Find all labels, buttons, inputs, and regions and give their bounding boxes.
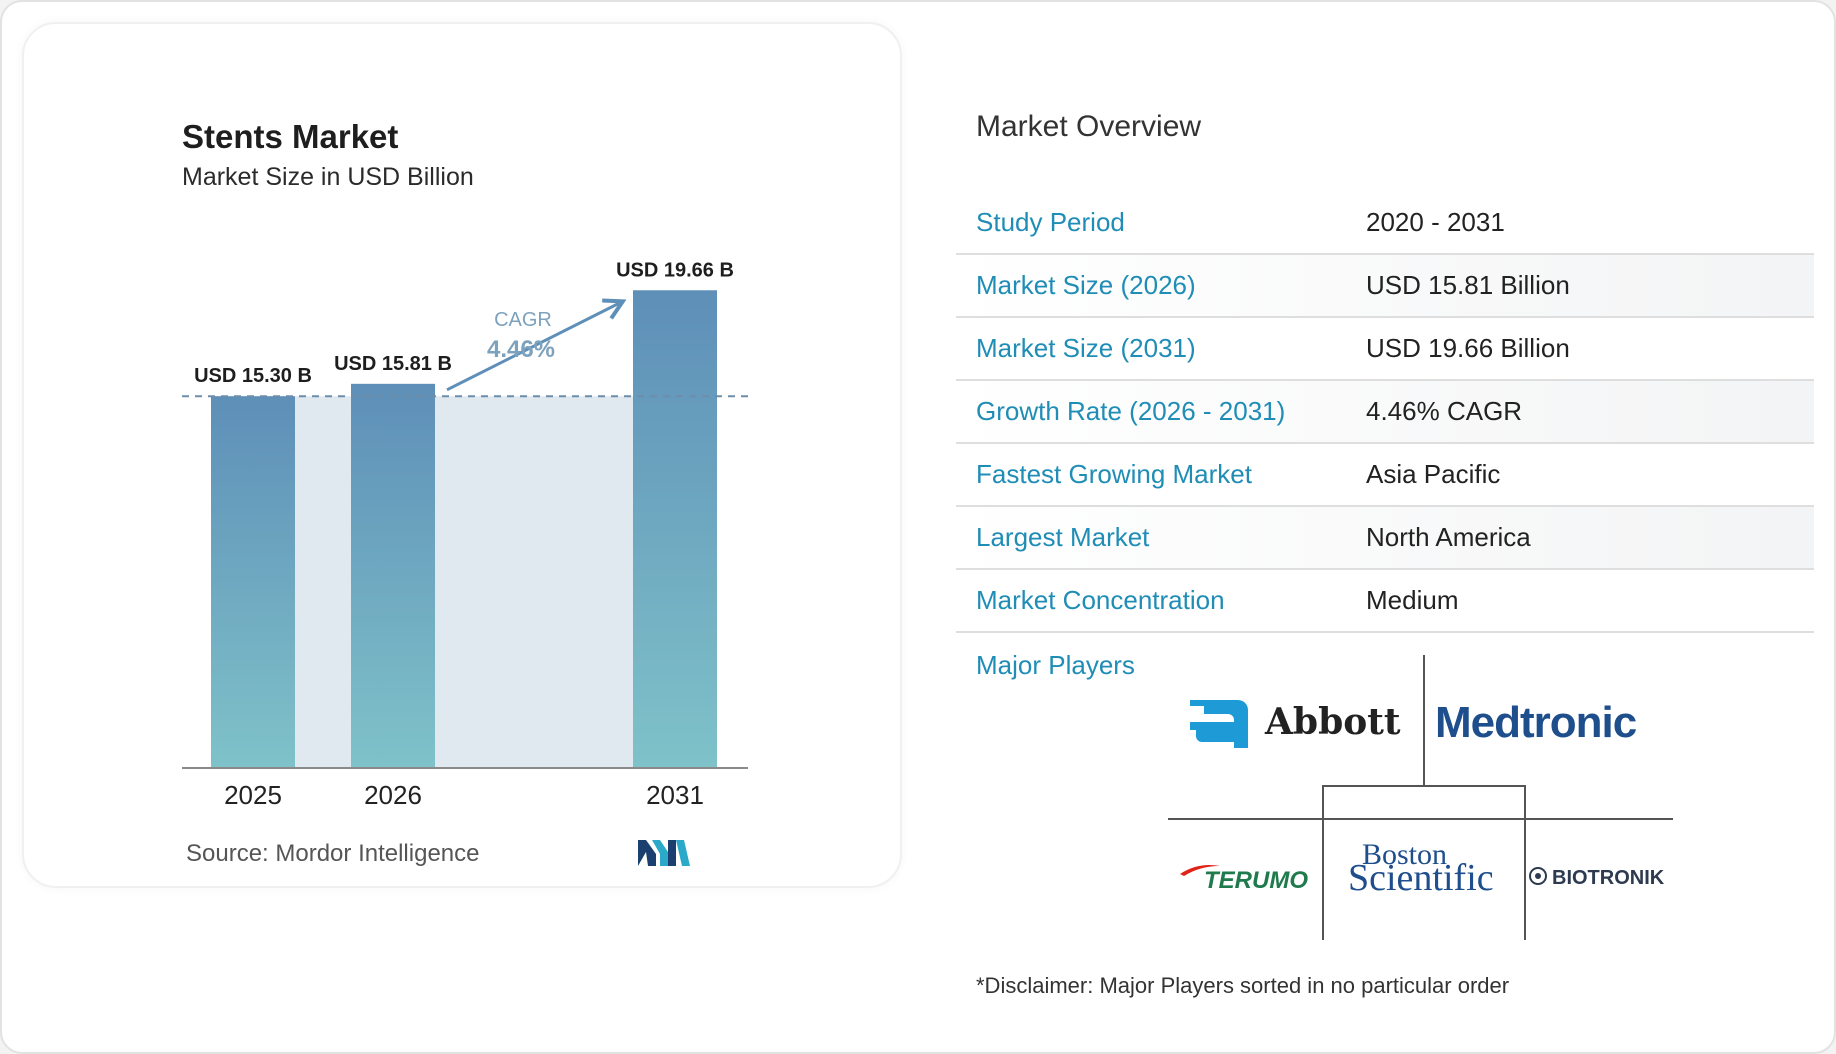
- cagr-value: 4.46%: [487, 336, 555, 363]
- bar-2026: [351, 383, 435, 768]
- row-label: Largest Market: [976, 522, 1150, 552]
- boston-scientific-logo-line1: Boston: [1362, 838, 1448, 871]
- x-tick-label: 2031: [646, 780, 704, 810]
- row-value: USD 15.81 Billion: [1366, 270, 1570, 300]
- row-value: Medium: [1366, 585, 1459, 615]
- row-label: Market Size (2031): [976, 333, 1196, 363]
- bar-value-label: USD 15.30 B: [194, 365, 312, 387]
- major-players-label: Major Players: [976, 650, 1135, 680]
- source-text: Source: Mordor Intelligence: [186, 840, 480, 867]
- chart-title: Stents Market: [182, 118, 399, 155]
- divider: [1168, 818, 1673, 820]
- mordor-intelligence-logo: [638, 840, 690, 866]
- row-value: 4.46% CAGR: [1366, 396, 1523, 426]
- overview-row: Market Concentration Medium: [956, 570, 1814, 633]
- cagr-arrow: [446, 302, 621, 392]
- overview-row: Fastest Growing Market Asia Pacific: [956, 444, 1814, 507]
- abbott-icon: [1190, 700, 1248, 748]
- divider: [1423, 655, 1425, 785]
- terumo-swoosh-icon: [1180, 865, 1220, 876]
- bar-value-label: USD 15.81 B: [334, 353, 452, 375]
- row-label: Market Size (2026): [976, 270, 1196, 300]
- bar-2031: [633, 290, 717, 768]
- bar-chart: 2025 2026 2031 USD 15.30 B USD 15.81 B USD 19…: [182, 259, 750, 810]
- abbott-logo: Abbott: [1265, 701, 1401, 743]
- overview-row: Study Period 2020 - 2031: [956, 192, 1814, 255]
- chart-subtitle: Market Size in USD Billion: [182, 163, 474, 191]
- biotronik-logo: BIOTRONIK: [1552, 867, 1665, 889]
- overview-row: Market Size (2031) USD 19.66 Billion: [956, 318, 1814, 381]
- row-value: USD 19.66 Billion: [1366, 333, 1570, 363]
- row-value: 2020 - 2031: [1366, 207, 1505, 237]
- major-players-logos: Abbott Medtronic TERUMO Boston Scientifi…: [1168, 655, 1675, 940]
- overview-row: Largest Market North America: [956, 507, 1814, 570]
- overview-row: Market Size (2026) USD 15.81 Billion: [956, 255, 1814, 318]
- baseline-shade: [211, 396, 717, 768]
- overview-row: Growth Rate (2026 - 2031) 4.46% CAGR: [956, 381, 1814, 444]
- boston-scientific-logo-line2: Scientific: [1348, 857, 1494, 899]
- row-value: North America: [1366, 522, 1531, 552]
- divider: [1524, 785, 1526, 940]
- overview-title: Market Overview: [976, 110, 1202, 143]
- row-label: Fastest Growing Market: [976, 459, 1252, 489]
- divider: [1322, 785, 1526, 787]
- overview-table: Study Period 2020 - 2031 Market Size (20…: [956, 192, 1814, 633]
- divider: [1322, 785, 1324, 940]
- terumo-logo: TERUMO: [1204, 867, 1308, 894]
- row-label: Market Concentration: [976, 585, 1225, 615]
- x-tick-label: 2026: [364, 780, 422, 810]
- disclaimer: *Disclaimer: Major Players sorted in no …: [976, 973, 1510, 998]
- biotronik-icon: [1529, 867, 1547, 885]
- x-tick-label: 2025: [224, 780, 282, 810]
- medtronic-logo: Medtronic: [1435, 698, 1637, 747]
- bar-value-label: USD 19.66 B: [616, 259, 734, 281]
- cagr-label: CAGR: [494, 309, 552, 331]
- row-value: Asia Pacific: [1366, 459, 1501, 489]
- row-label: Study Period: [976, 207, 1125, 237]
- row-label: Growth Rate (2026 - 2031): [976, 396, 1286, 426]
- bar-2025: [211, 396, 295, 768]
